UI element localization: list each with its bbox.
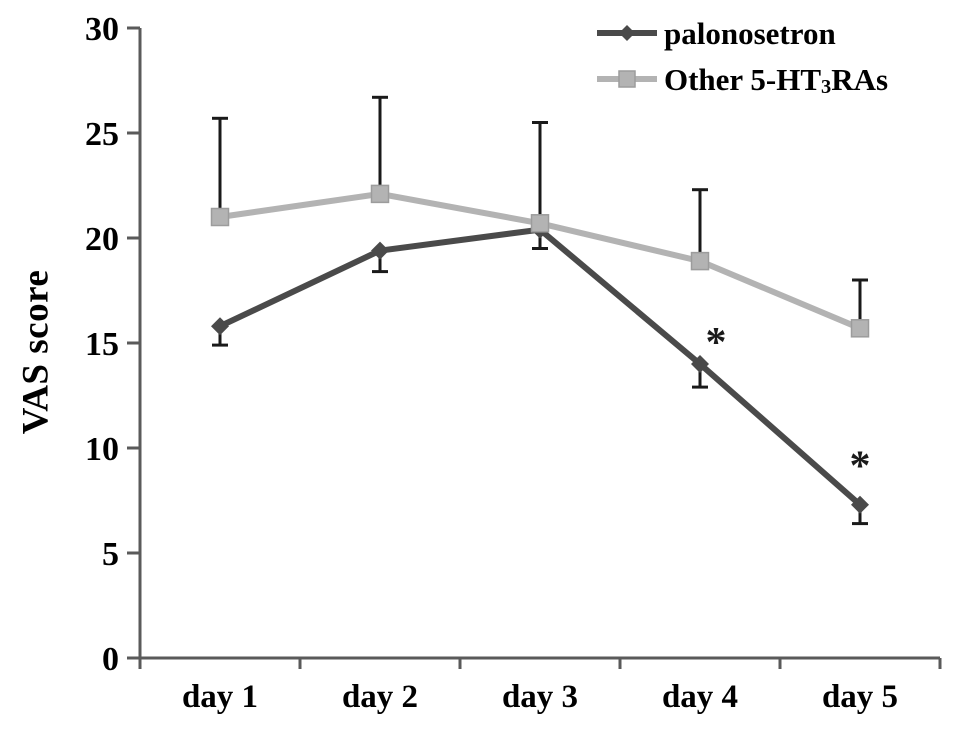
- x-tick-label: day 3: [502, 679, 578, 715]
- x-tick-label: day 1: [182, 679, 258, 715]
- legend-swatch-diamond: [619, 25, 635, 41]
- marker-diamond: [371, 241, 389, 260]
- marker-square: [210, 207, 230, 227]
- legend-label-palonosetron: palonosetron: [664, 15, 836, 51]
- y-tick-label: 10: [85, 431, 119, 468]
- legend-label-other-5ht3ras: Other 5-HT3RAs: [664, 61, 889, 99]
- x-tick-label: day 4: [662, 679, 738, 715]
- y-tick-label: 25: [85, 116, 119, 153]
- x-tick-label: day 2: [342, 679, 418, 715]
- marker-diamond: [851, 495, 869, 514]
- marker-square: [370, 184, 390, 204]
- y-tick-label: 30: [85, 11, 119, 48]
- marker-diamond: [691, 355, 709, 373]
- series-line-palonosetron: [218, 226, 862, 507]
- y-tick-label: 15: [85, 326, 119, 363]
- significance-asterisk: *: [850, 444, 871, 490]
- legend-marker-square-icon: [597, 70, 657, 88]
- x-tick-label: day 5: [822, 679, 898, 715]
- y-tick-label: 0: [102, 641, 119, 678]
- y-tick-label: 20: [85, 221, 119, 258]
- legend-item-other-5ht3ras: Other 5-HT3RAs: [596, 60, 888, 98]
- marker-square: [850, 319, 870, 338]
- legend-swatch-square: [618, 70, 636, 88]
- y-tick-label: 5: [102, 536, 119, 573]
- marker-diamond: [211, 317, 229, 336]
- legend-item-palonosetron: palonosetron: [596, 14, 888, 52]
- significance-asterisk: *: [706, 320, 727, 366]
- marker-square: [690, 251, 710, 271]
- legend: palonosetron Other 5-HT3RAs: [596, 14, 888, 98]
- legend-marker-diamond-icon: [597, 25, 657, 41]
- marker-square: [530, 214, 550, 233]
